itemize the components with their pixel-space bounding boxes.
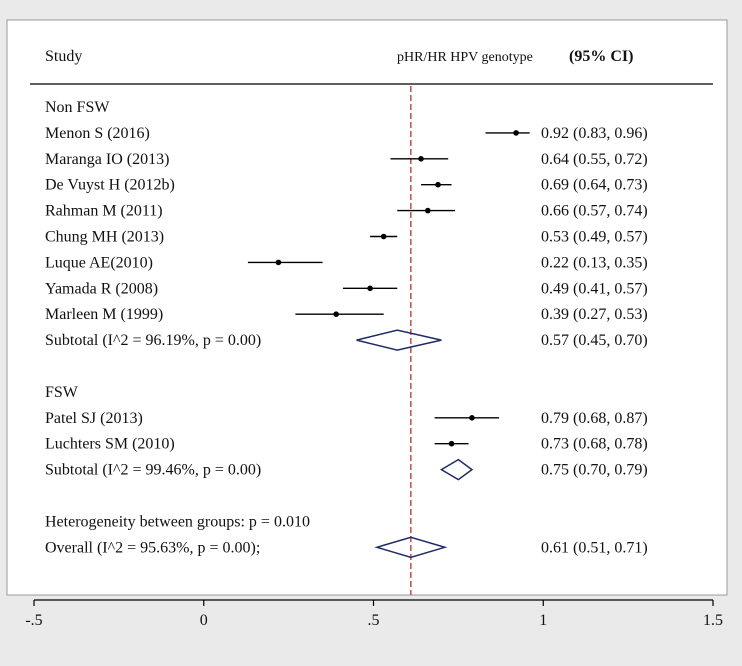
point-estimate — [380, 233, 387, 240]
x-tick-label: .5 — [368, 612, 380, 629]
study-ci-text: 0.69 (0.64, 0.73) — [541, 177, 648, 194]
point-estimate — [333, 311, 339, 318]
study-ci-text: 0.66 (0.57, 0.74) — [541, 203, 648, 220]
overall-label: Overall (I^2 = 95.63%, p = 0.00); — [45, 539, 260, 556]
x-tick-label: -.5 — [25, 612, 42, 629]
ci-column-header: (95% CI) — [569, 48, 633, 65]
effect-column-header: pHR/HR HPV genotype — [397, 50, 533, 65]
study-ci-text: 0.49 (0.41, 0.57) — [541, 280, 648, 297]
x-axis: -.5 0 .5 1 1.5 — [25, 599, 723, 629]
study-ci-text: 0.39 (0.27, 0.53) — [541, 306, 648, 323]
point-estimate — [435, 181, 441, 188]
study-ci-text: 0.22 (0.13, 0.35) — [541, 254, 648, 271]
study-ci-text: 0.92 (0.83, 0.96) — [541, 125, 648, 142]
study-label: Chung MH (2013) — [45, 229, 164, 246]
study-label: Maranga IO (2013) — [45, 151, 169, 168]
group-label: Non FSW — [45, 99, 110, 116]
study-column-header: Study — [45, 48, 82, 65]
study-label: De Vuyst H (2012b) — [45, 177, 175, 194]
point-estimate — [425, 207, 431, 214]
study-label: Patel SJ (2013) — [45, 410, 143, 427]
plot-panel — [6, 19, 728, 596]
study-label: Luchters SM (2010) — [45, 436, 175, 453]
study-label: Luque AE(2010) — [45, 254, 153, 271]
point-estimate — [513, 130, 519, 136]
study-label: Yamada R (2008) — [45, 280, 158, 297]
point-estimate — [367, 285, 373, 292]
point-estimate — [275, 259, 282, 266]
point-estimate — [448, 440, 455, 447]
overall-ci-text: 0.61 (0.51, 0.71) — [541, 539, 648, 556]
study-label: Rahman M (2011) — [45, 203, 163, 220]
subtotal-label: Subtotal (I^2 = 99.46%, p = 0.00) — [45, 462, 261, 479]
subtotal-label: Subtotal (I^2 = 96.19%, p = 0.00) — [45, 332, 261, 349]
heterogeneity-note: Heterogeneity between groups: p = 0.010 — [45, 513, 310, 530]
point-estimate — [418, 156, 424, 162]
study-label: Marleen M (1999) — [45, 306, 163, 323]
study-ci-text: 0.64 (0.55, 0.72) — [541, 151, 648, 168]
study-label: Menon S (2016) — [45, 125, 150, 142]
overall-diamond — [374, 536, 448, 559]
rows-layer: Non FSW Menon S (2016) 0.92 (0.83, 0.96) Ma… — [45, 86, 648, 595]
study-ci-text: 0.73 (0.68, 0.78) — [541, 436, 648, 453]
study-ci-text: 0.53 (0.49, 0.57) — [541, 229, 648, 246]
subtotal-ci-text: 0.75 (0.70, 0.79) — [541, 462, 648, 479]
x-tick-label: 1 — [539, 612, 547, 629]
point-estimate — [469, 415, 475, 421]
subtotal-ci-text: 0.57 (0.45, 0.70) — [541, 332, 648, 349]
x-tick-label: 1.5 — [703, 612, 723, 629]
group-label: FSW — [45, 384, 79, 401]
study-ci-text: 0.79 (0.68, 0.87) — [541, 410, 648, 427]
subtotal-diamond — [356, 329, 442, 351]
subtotal-diamond — [439, 458, 474, 481]
x-tick-label: 0 — [200, 612, 208, 629]
